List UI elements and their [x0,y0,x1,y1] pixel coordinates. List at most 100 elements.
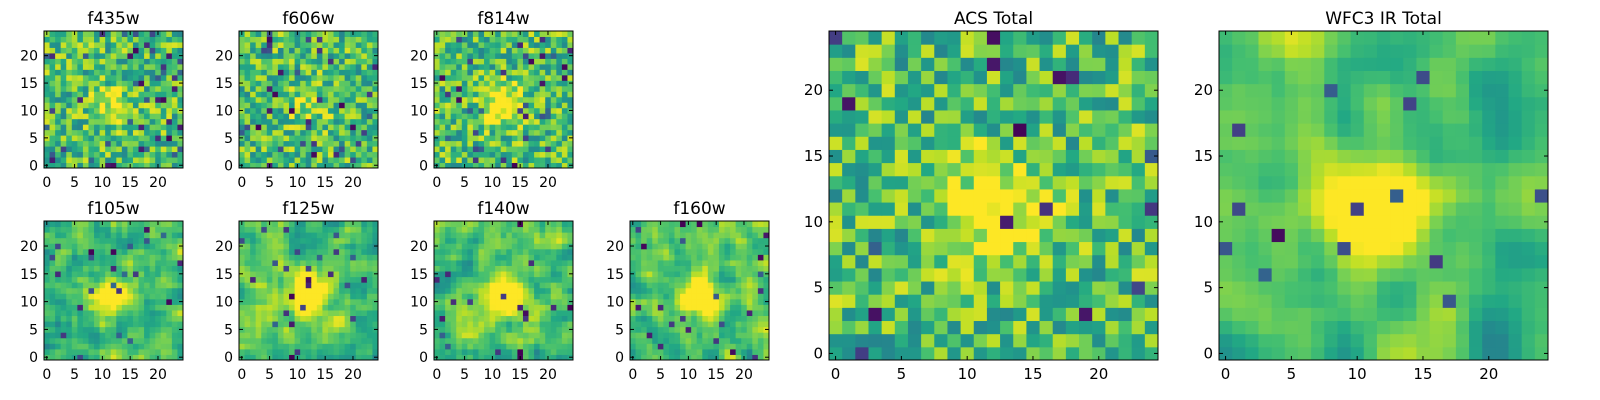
heatmap-cell [261,69,268,76]
heatmap-cell [724,226,731,233]
heatmap-cell [1065,333,1080,348]
heatmap-cell [630,248,637,255]
heatmap-cell [484,69,491,76]
heatmap-cell [1065,346,1080,361]
heatmap-cell [741,259,748,266]
heatmap-cell [77,74,84,81]
heatmap-cell [327,304,335,311]
heatmap-cell [82,124,89,131]
heatmap-cell [522,326,530,333]
heatmap-cell [735,293,742,300]
heatmap-cell [528,354,535,361]
heatmap-cell [77,140,84,147]
heatmap-cell [144,248,151,255]
heatmap-cell [55,91,62,98]
heatmap-cell [138,265,145,272]
heatmap-cell [361,232,368,239]
heatmap-cell [973,215,988,229]
heatmap-cell [550,343,557,350]
heatmap-cell [350,58,357,65]
heatmap-cell [986,254,1001,269]
heatmap-cell [567,237,574,244]
heatmap-cell [350,348,357,355]
heatmap-cell [339,287,346,294]
heatmap-cell [255,248,262,255]
heatmap-cell [355,315,362,322]
heatmap-cell [350,113,357,120]
heatmap-cell [177,151,184,158]
heatmap-cell [127,276,134,283]
heatmap-cell [239,118,246,125]
heatmap-cell [763,259,770,266]
heatmap-cell [66,31,73,37]
heatmap-cell [881,228,896,243]
heatmap-cell [60,343,67,350]
heatmap-cell [500,282,507,289]
heatmap-cell [724,304,731,311]
heatmap-cell [680,315,687,322]
heatmap-cell [289,36,296,43]
heatmap-cell [121,146,128,153]
heatmap-cell [506,343,513,350]
heatmap-cell [450,63,457,70]
heatmap-cell [166,326,173,333]
heatmap-cell [361,135,368,142]
heatmap-cell [300,271,307,278]
heatmap-cell [539,276,546,283]
heatmap-cell [511,102,518,109]
heatmap-cell [567,221,574,228]
heatmap-cell [350,259,357,266]
heatmap-cell [144,96,151,103]
heatmap-cell [550,282,557,289]
heatmap-cell [94,96,101,103]
heatmap-cell [461,85,468,92]
heatmap-cell [355,343,362,350]
heatmap-cell [495,80,502,87]
heatmap-cell [266,129,273,136]
heatmap-cell [545,58,552,65]
heatmap-cell [66,271,73,278]
heatmap-cell [467,337,474,344]
heatmap-cell [550,157,557,164]
heatmap-cell [105,162,112,169]
heatmap-cell [539,287,546,294]
heatmap-cell [517,326,524,333]
heatmap-cell [333,135,340,142]
heatmap-cell [94,254,101,261]
heatmap-cell [1092,228,1106,243]
heatmap-cell [144,113,151,120]
heatmap-cell [105,107,112,114]
heatmap-cell [283,41,290,48]
heatmap-cell [746,287,753,294]
heatmap-cell [434,254,441,261]
heatmap-cell [88,298,95,305]
heatmap-cell [561,31,568,37]
heatmap-cell [55,47,62,54]
heatmap-cell [567,91,574,98]
heatmap-cell [138,304,145,311]
heatmap-cell [467,348,474,355]
heatmap-cell [77,348,84,355]
heatmap-cell [556,243,563,250]
heatmap-cell [724,243,731,250]
heatmap-cell [713,326,720,333]
heatmap-cell [500,52,507,59]
heatmap-cell [177,309,184,317]
heatmap-cell [49,232,56,239]
heatmap-cell [71,135,78,142]
heatmap-cell [121,254,128,261]
heatmap-cell [138,354,145,361]
heatmap-cell [266,102,273,109]
heatmap-cell [171,74,178,81]
heatmap-cell [355,118,362,125]
heatmap-cell [305,304,312,311]
heatmap-cell [121,337,128,344]
heatmap-cell [99,135,106,142]
heatmap-cell [718,282,726,289]
heatmap-cell [366,271,373,278]
heatmap-cell [495,254,502,261]
heatmap-cell [144,271,151,278]
heatmap-cell [277,69,284,76]
heatmap-cell [539,232,546,239]
heatmap-cell [294,265,301,272]
